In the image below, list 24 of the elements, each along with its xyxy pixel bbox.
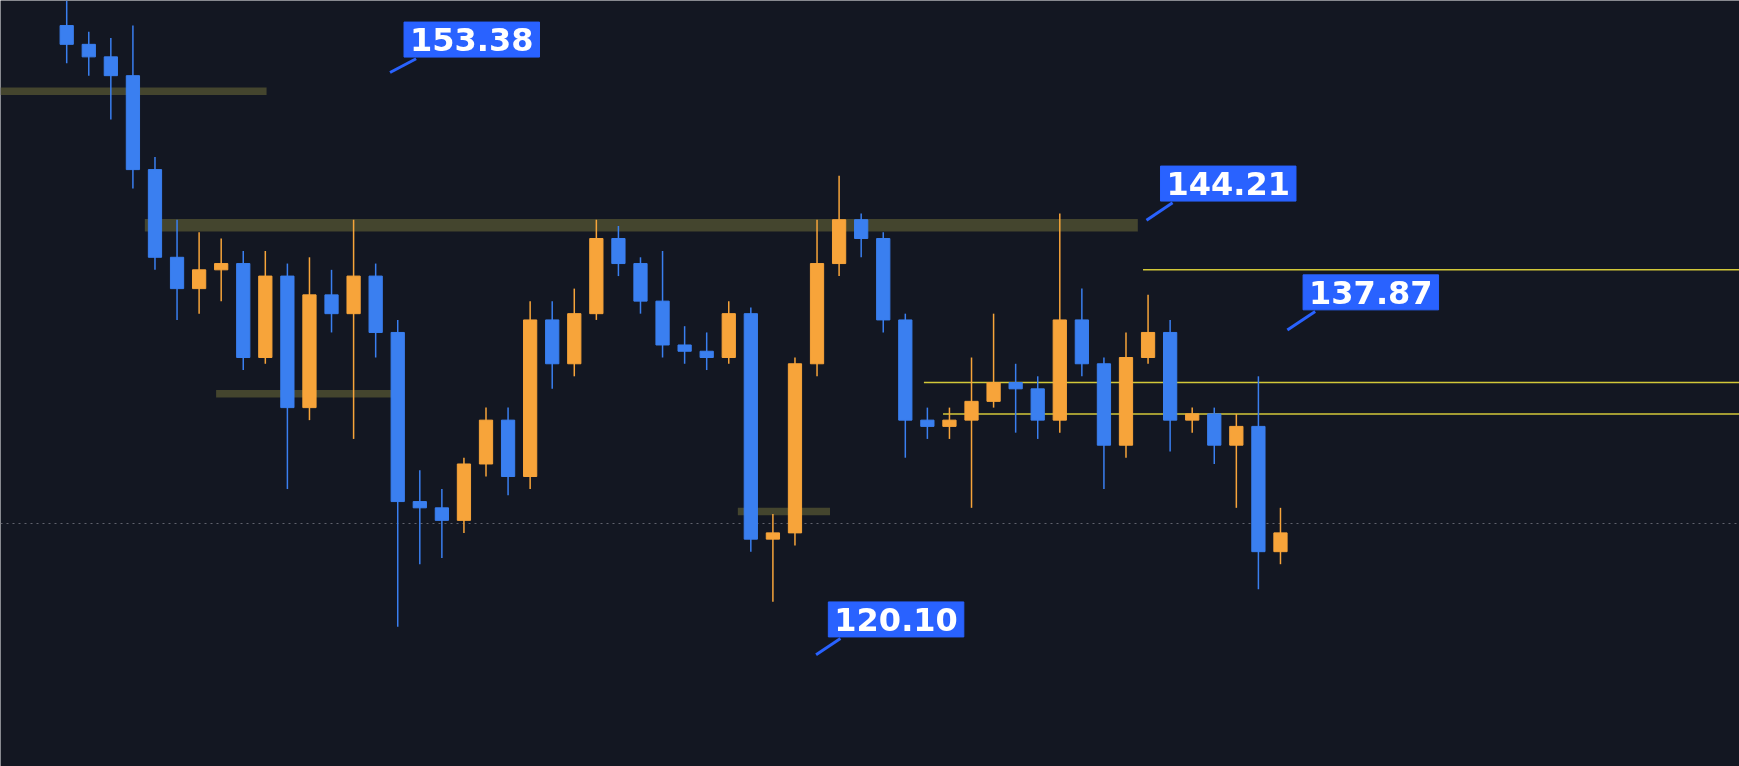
candlestick	[677, 325, 692, 365]
annotation: 153.38	[410, 21, 534, 60]
candlestick	[964, 356, 979, 509]
candlestick	[765, 513, 781, 603]
text: 137.87	[1309, 273, 1433, 312]
candlestick	[214, 237, 229, 302]
annotation: 120.10	[834, 600, 958, 639]
candlestick	[942, 406, 957, 440]
candlestick	[1185, 406, 1200, 434]
candlestick	[59, 0, 74, 64]
candlestick	[434, 488, 449, 559]
candlestick	[81, 31, 96, 77]
candlestick	[699, 331, 714, 371]
candlestick	[103, 37, 118, 121]
candlestick	[412, 469, 427, 565]
candlestick	[192, 231, 207, 315]
candlestick	[1273, 507, 1288, 565]
candlestick	[854, 212, 869, 259]
candlestick	[324, 269, 339, 334]
candlestick	[1008, 363, 1023, 434]
candlestick	[986, 312, 1001, 409]
candlestick	[1229, 413, 1244, 509]
candlestick	[920, 406, 935, 440]
annotation: 144.21	[1166, 165, 1290, 204]
